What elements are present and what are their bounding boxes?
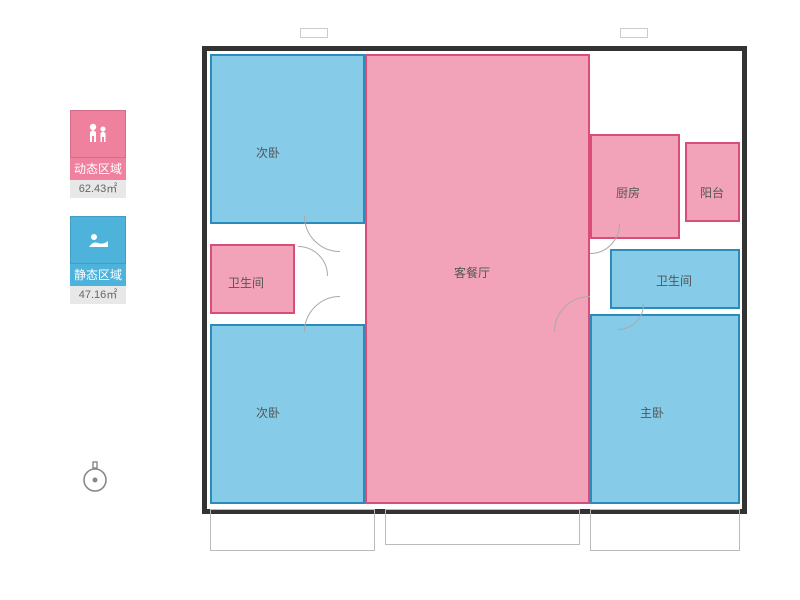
room-fill	[612, 251, 738, 307]
compass-icon	[80, 460, 110, 494]
room-bedroom2	[210, 324, 365, 504]
balcony-outline-1	[385, 509, 580, 545]
balcony-outline-2	[590, 509, 740, 551]
people-icon	[83, 119, 113, 149]
door-tab-1	[620, 28, 648, 38]
floorplan: 客餐厅次卧卫生间次卧厨房阳台卫生间主卧	[190, 34, 747, 554]
room-balcony_sm	[685, 142, 740, 222]
legend-dynamic-iconbox	[70, 110, 126, 158]
room-kitchen	[590, 134, 680, 239]
room-fill	[592, 316, 738, 502]
legend-dynamic-value: 62.43㎡	[70, 180, 126, 198]
legend-dynamic-label: 动态区域	[70, 158, 126, 180]
room-fill	[367, 56, 588, 502]
room-master	[590, 314, 740, 504]
legend-static-value: 47.16㎡	[70, 286, 126, 304]
room-fill	[592, 136, 678, 237]
room-bathroom2	[610, 249, 740, 309]
room-fill	[212, 56, 363, 222]
room-fill	[212, 326, 363, 502]
person-rest-icon	[83, 225, 113, 255]
room-bathroom1	[210, 244, 295, 314]
door-tab-0	[300, 28, 328, 38]
room-living	[365, 54, 590, 504]
balcony-outline-0	[210, 509, 375, 551]
legend-static-iconbox	[70, 216, 126, 264]
legend-panel: 动态区域 62.43㎡ 静态区域 47.16㎡	[62, 110, 134, 322]
room-fill	[687, 144, 738, 220]
room-bedroom1	[210, 54, 365, 224]
legend-static-label: 静态区域	[70, 264, 126, 286]
room-fill	[212, 246, 293, 312]
